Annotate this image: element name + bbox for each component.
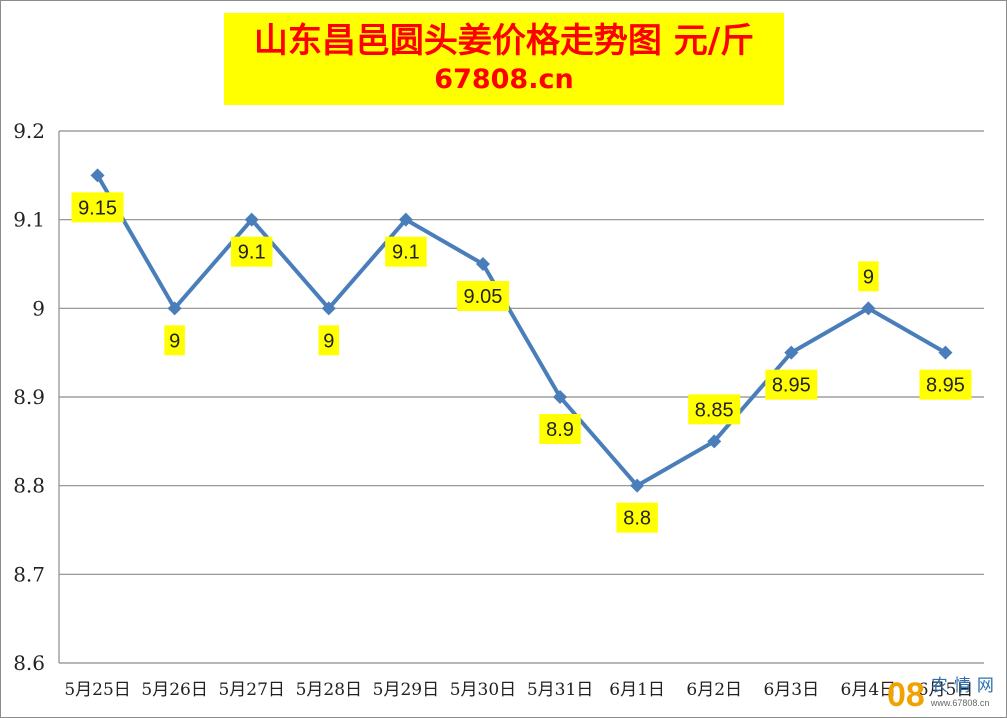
x-tick-label: 5月27日 xyxy=(218,680,284,700)
axes xyxy=(58,131,984,664)
data-point-marker xyxy=(630,478,645,493)
data-label: 9 xyxy=(858,261,879,292)
chart-title: 山东昌邑圆头姜价格走势图 元/斤 xyxy=(253,21,755,61)
data-label: 8.85 xyxy=(688,394,741,425)
data-label: 9.15 xyxy=(71,192,124,223)
data-point-marker xyxy=(167,301,182,316)
data-point-marker xyxy=(321,301,336,316)
data-label-bg xyxy=(616,502,658,533)
x-tick-label: 6月5日 xyxy=(918,680,974,700)
x-tick-label: 5月26日 xyxy=(141,680,207,700)
x-tick-label: 6月1日 xyxy=(609,680,665,700)
x-tick-label: 5月28日 xyxy=(296,680,362,700)
data-label-bg xyxy=(230,236,273,267)
data-point-marker xyxy=(398,212,413,227)
y-tick-label: 9.2 xyxy=(13,119,45,143)
data-label-bg xyxy=(318,325,340,356)
data-label: 8.95 xyxy=(919,369,972,400)
data-label-text: 8.95 xyxy=(926,375,965,397)
data-label: 9.05 xyxy=(456,281,509,311)
y-tick-label: 8.9 xyxy=(13,385,45,409)
watermark-mark: 08 xyxy=(887,676,925,714)
data-label-bg xyxy=(919,369,972,400)
x-tick-label: 5月31日 xyxy=(527,680,593,700)
data-point-marker xyxy=(707,434,722,449)
data-label-bg xyxy=(164,325,185,356)
data-point-marker xyxy=(553,390,568,404)
y-tick-label: 8.8 xyxy=(13,474,45,498)
data-markers xyxy=(90,168,953,493)
data-label: 9.1 xyxy=(385,236,427,267)
data-label: 8.9 xyxy=(539,414,581,444)
data-label: 9 xyxy=(164,325,185,356)
data-label: 8.8 xyxy=(616,502,658,533)
data-point-marker xyxy=(938,345,953,360)
watermark-logo: 08 农情网 www.67808.cn xyxy=(887,675,1000,715)
watermark-url: www.67808.cn xyxy=(930,698,990,708)
data-label-text: 9 xyxy=(169,330,180,352)
y-tick-label: 8.7 xyxy=(13,562,45,586)
x-tick-label: 6月2日 xyxy=(686,680,742,700)
data-label-text: 8.9 xyxy=(546,419,574,441)
chart-title-box: 山东昌邑圆头姜价格走势图 元/斤 67808.cn xyxy=(224,13,784,105)
x-tick-label: 6月4日 xyxy=(841,680,897,700)
x-tick-label: 6月3日 xyxy=(763,680,819,700)
y-tick-label: 8.6 xyxy=(13,651,45,675)
data-label: 8.95 xyxy=(765,369,818,400)
data-label-bg xyxy=(765,369,818,400)
price-series xyxy=(95,174,947,488)
data-point-marker xyxy=(861,301,876,316)
y-tick-label: 9 xyxy=(32,296,45,320)
data-label-bg xyxy=(688,394,741,425)
data-label-text: 9.05 xyxy=(463,286,502,308)
data-point-marker xyxy=(475,257,490,271)
data-label-text: 9.1 xyxy=(238,242,266,264)
gridlines xyxy=(59,130,984,575)
data-point-marker xyxy=(90,168,105,183)
data-label: 9.1 xyxy=(230,236,273,267)
x-tick-label: 5月30日 xyxy=(450,680,516,700)
chart-subtitle: 67808.cn xyxy=(434,64,574,95)
data-label-text: 8.95 xyxy=(772,375,811,397)
data-label-bg xyxy=(539,414,581,444)
data-point-marker xyxy=(244,212,259,227)
data-label-text: 9.1 xyxy=(392,242,420,264)
data-label-bg xyxy=(456,281,509,311)
data-label-bg xyxy=(385,236,427,267)
data-point-marker xyxy=(784,345,799,360)
data-label-bg xyxy=(858,261,879,292)
data-label: 9 xyxy=(318,325,340,356)
x-tick-label: 5月29日 xyxy=(373,680,439,700)
y-tick-label: 9.1 xyxy=(13,208,45,232)
data-label-text: 8.85 xyxy=(695,399,734,421)
data-label-text: 9.15 xyxy=(78,197,117,219)
x-axis-ticks: 5月25日 5月26日 5月27日 5月28日 5月29日 5月30日 5月31日 6月1日 6… xyxy=(64,680,973,700)
series-line xyxy=(95,174,947,488)
watermark-text: 农情网 xyxy=(930,676,1000,696)
y-axis-ticks: 9.2 9.1 9 8.9 8.8 8.7 8.6 xyxy=(13,119,45,675)
data-label-text: 8.8 xyxy=(623,508,651,530)
data-label-text: 9 xyxy=(863,266,874,288)
data-label-bg xyxy=(71,192,124,223)
x-tick-label: 5月25日 xyxy=(64,680,130,700)
data-label-text: 9 xyxy=(323,330,334,352)
data-labels: 9.15 9 9.1 9 9.1 9.05 8.9 8.8 8.85 8.95 9 8.95 xyxy=(71,192,972,533)
